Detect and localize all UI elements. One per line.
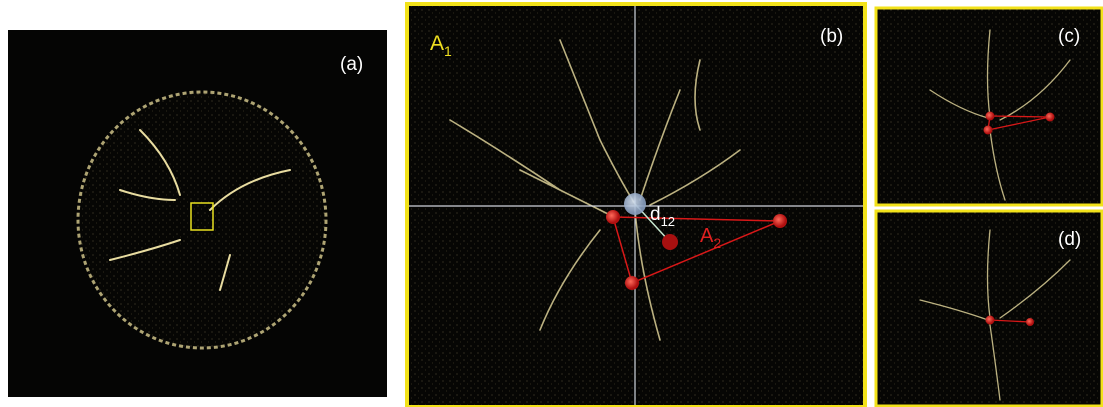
panel-a: (a) <box>8 30 387 397</box>
vertex <box>986 316 995 325</box>
annotation-text: A <box>700 225 714 247</box>
panel-label: (c) <box>1058 26 1080 47</box>
panel-c: (c) <box>876 8 1102 205</box>
vertex <box>1026 318 1034 326</box>
annotation-subscript: 2 <box>713 235 721 251</box>
centroid-a1 <box>624 193 646 215</box>
panel-label: (b) <box>820 26 843 47</box>
panel-label: (a) <box>340 54 363 75</box>
vertex <box>606 210 620 224</box>
annotation-subscript: 1 <box>444 43 452 59</box>
panel-label: (d) <box>1058 229 1081 250</box>
vertex <box>986 112 995 121</box>
vertex <box>984 126 993 135</box>
figure: (a) A1 d12 A2 (b) (c) (d) <box>0 0 1103 407</box>
panel-d: (d) <box>876 211 1102 406</box>
panel-b: A1 d12 A2 (b) <box>407 4 865 407</box>
centroid-a2 <box>662 234 678 250</box>
annotation-text: d <box>650 204 661 225</box>
vertex <box>1046 113 1055 122</box>
annotation-subscript: 12 <box>661 214 675 229</box>
vertex <box>773 214 787 228</box>
vertex <box>625 276 639 290</box>
annotation-text: A <box>430 32 444 55</box>
